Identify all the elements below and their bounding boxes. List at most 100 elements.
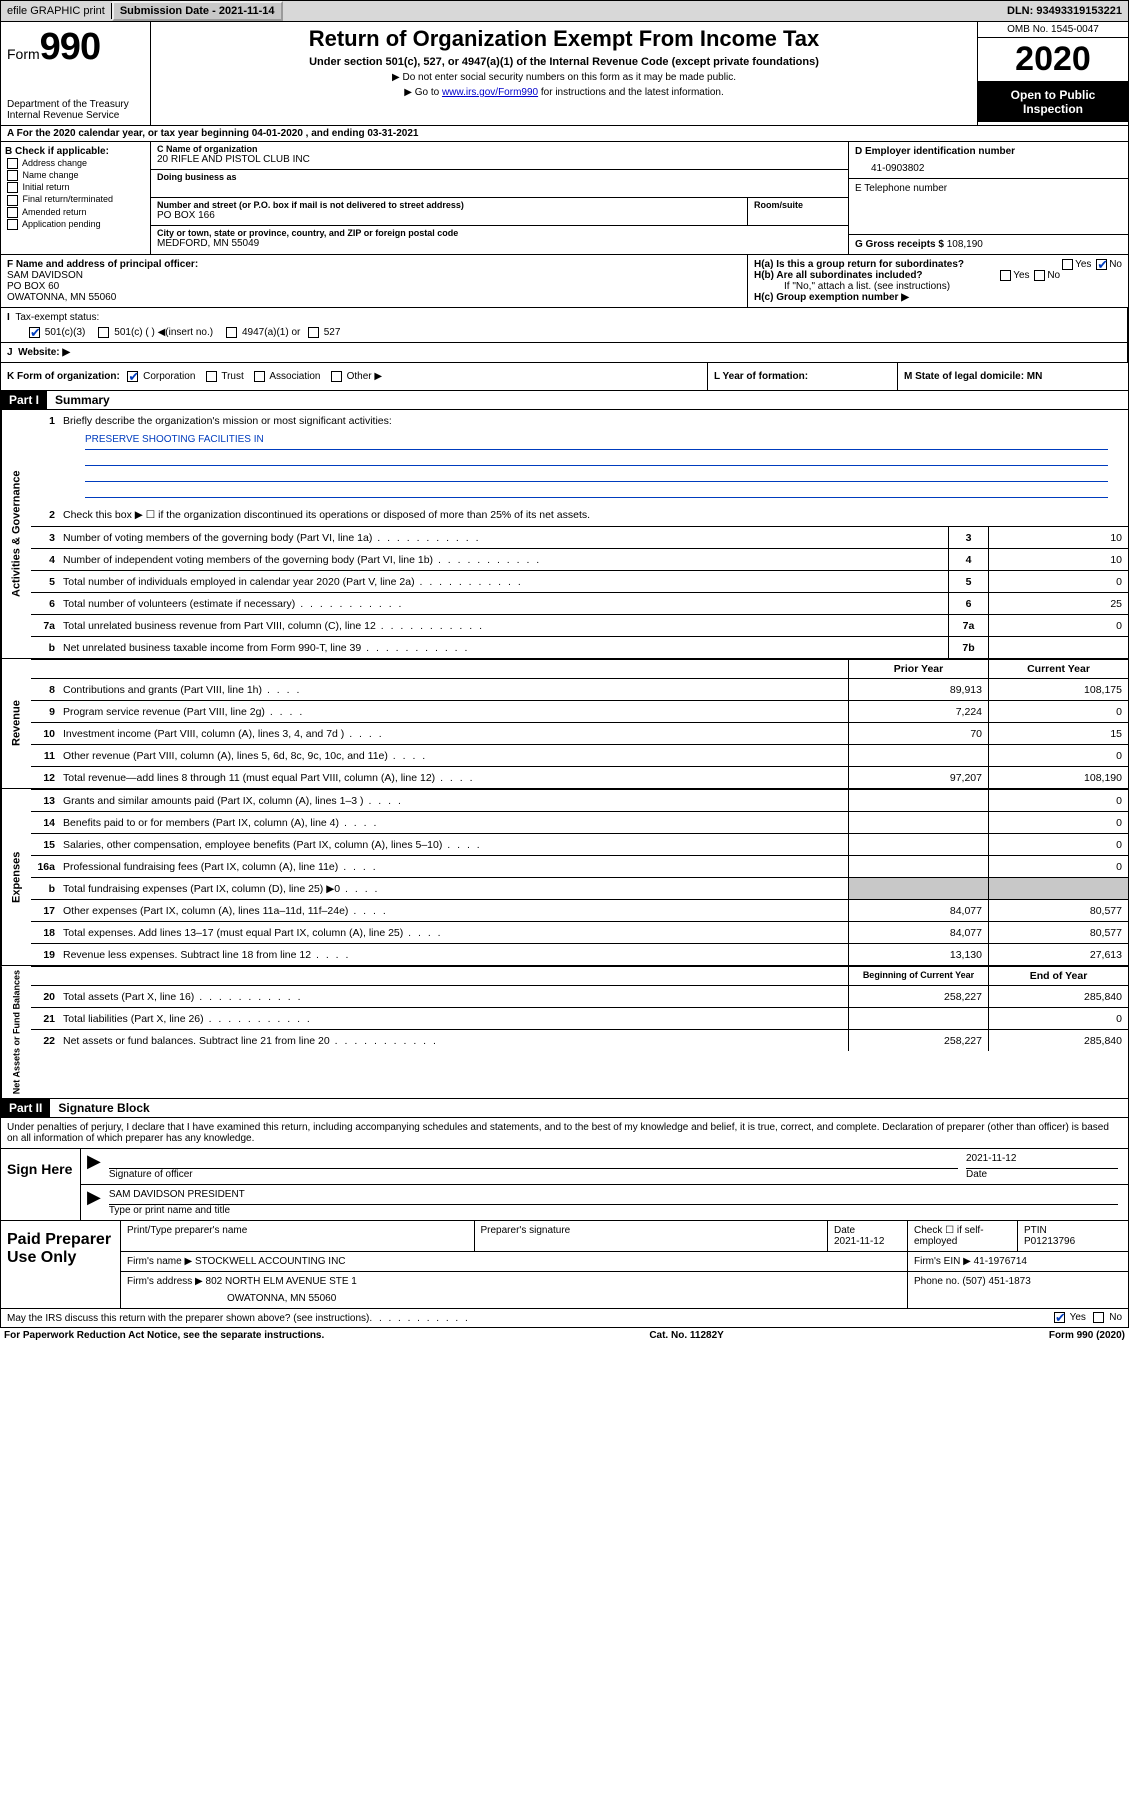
officer-cell: F Name and address of principal officer:… [1, 255, 748, 307]
cb-association[interactable] [254, 371, 265, 382]
cb-initial-return[interactable]: Initial return [5, 182, 146, 193]
cb-501c3[interactable] [29, 327, 40, 338]
declaration-text: Under penalties of perjury, I declare th… [0, 1118, 1129, 1149]
line-7a: 7aTotal unrelated business revenue from … [31, 614, 1128, 636]
cb-527[interactable] [308, 327, 319, 338]
street-value: PO BOX 166 [157, 210, 741, 221]
line-16a: 16aProfessional fundraising fees (Part I… [31, 855, 1128, 877]
tax-exempt-cell: I Tax-exempt status: 501(c)(3) 501(c) ( … [1, 308, 1128, 342]
org-name-label: C Name of organization [157, 144, 842, 154]
note-2-pre: Go to [415, 87, 442, 98]
form-subtitle: Under section 501(c), 527, or 4947(a)(1)… [161, 56, 967, 68]
part1-title: Summary [47, 391, 118, 409]
tel-cell: E Telephone number [849, 179, 1128, 235]
dln-value: 93493319153221 [1036, 5, 1122, 17]
cb-final-return[interactable]: Final return/terminated [5, 194, 146, 205]
room-label: Room/suite [754, 200, 842, 210]
row-i: I Tax-exempt status: 501(c)(3) 501(c) ( … [0, 308, 1129, 343]
discuss-row: May the IRS discuss this return with the… [0, 1309, 1129, 1327]
dba-cell: Doing business as [151, 170, 848, 198]
discuss-yes[interactable] [1054, 1312, 1065, 1323]
col-b-header: B Check if applicable: [5, 146, 146, 157]
hb-yes[interactable] [1000, 270, 1011, 281]
ha-yes[interactable] [1062, 259, 1073, 270]
hb-label: H(b) Are all subordinates included? [754, 270, 923, 281]
submission-date-label: Submission Date - [120, 5, 219, 17]
line-10: 10Investment income (Part VIII, column (… [31, 722, 1128, 744]
sig-name-label: Type or print name and title [109, 1205, 1118, 1216]
col-c: C Name of organization 20 RIFLE AND PIST… [151, 142, 848, 254]
section-expenses: Expenses 13Grants and similar amounts pa… [0, 789, 1129, 966]
line-21: 21Total liabilities (Part X, line 26)0 [31, 1007, 1128, 1029]
prep-ptin-cell: PTINP01213796 [1018, 1221, 1128, 1251]
part1-header: Part I Summary [0, 391, 1129, 410]
hb-note: If "No," attach a list. (see instruction… [754, 281, 1122, 292]
header-left: Form990 Department of the Treasury Inter… [1, 22, 151, 125]
mission-text: PRESERVE SHOOTING FACILITIES IN [85, 434, 1108, 450]
cb-trust[interactable] [206, 371, 217, 382]
form-number: Form990 [7, 26, 144, 69]
sig-row-2: ▶ SAM DAVIDSON PRESIDENT Type or print n… [81, 1185, 1128, 1220]
ein-value: 41-0903802 [855, 157, 1122, 174]
line-5: 5Total number of individuals employed in… [31, 570, 1128, 592]
tax-year: 2020 [978, 38, 1128, 82]
instructions-link[interactable]: www.irs.gov/Form990 [442, 87, 538, 98]
line-19: 19Revenue less expenses. Subtract line 1… [31, 943, 1128, 965]
footer-left: For Paperwork Reduction Act Notice, see … [4, 1330, 324, 1341]
cb-other[interactable] [331, 371, 342, 382]
opt-corp: Corporation [143, 371, 195, 382]
cb-amended[interactable]: Amended return [5, 207, 146, 218]
street-label: Number and street (or P.O. box if mail i… [157, 200, 741, 210]
sign-block: Sign Here ▶ Signature of officer 2021-11… [0, 1149, 1129, 1221]
part2-header: Part II Signature Block [0, 1099, 1129, 1118]
form-header: Form990 Department of the Treasury Inter… [0, 22, 1129, 126]
city-label: City or town, state or province, country… [157, 228, 842, 238]
dln: DLN: 93493319153221 [1001, 3, 1128, 19]
prep-left-label: Paid Preparer Use Only [1, 1221, 121, 1308]
expenses-body: 13Grants and similar amounts paid (Part … [31, 789, 1128, 965]
cb-application-pending[interactable]: Application pending [5, 219, 146, 230]
city-cell: City or town, state or province, country… [151, 226, 848, 254]
row-j: J Website: ▶ [0, 343, 1129, 363]
firm-phone: (507) 451-1873 [962, 1276, 1030, 1287]
cb-name-change[interactable]: Name change [5, 170, 146, 181]
gross-cell: G Gross receipts $ 108,190 [849, 235, 1128, 254]
cb-501c[interactable] [98, 327, 109, 338]
sign-here-label: Sign Here [1, 1149, 81, 1220]
line-b: bTotal fundraising expenses (Part IX, co… [31, 877, 1128, 899]
submission-date-button[interactable]: Submission Date - 2021-11-14 [112, 1, 283, 21]
mission-blank-3 [85, 482, 1108, 498]
ha-no[interactable] [1096, 259, 1107, 270]
side-revenue: Revenue [1, 659, 31, 788]
sig-arrow-icon: ▶ [87, 1151, 101, 1182]
cb-address-change-label: Address change [22, 158, 87, 168]
org-name-cell: C Name of organization 20 RIFLE AND PIST… [151, 142, 848, 170]
ein-label: D Employer identification number [855, 146, 1122, 157]
ein-cell: D Employer identification number 41-0903… [849, 142, 1128, 179]
firm-name-label: Firm's name ▶ [127, 1256, 192, 1267]
form-word: Form [7, 46, 40, 62]
form-title: Return of Organization Exempt From Incom… [161, 26, 967, 52]
discuss-no[interactable] [1093, 1312, 1104, 1323]
cb-4947[interactable] [226, 327, 237, 338]
dln-label: DLN: [1007, 5, 1036, 17]
side-expenses: Expenses [1, 789, 31, 965]
side-netassets: Net Assets or Fund Balances [1, 966, 31, 1098]
hb-no[interactable] [1034, 270, 1045, 281]
firm-ein: 41-1976714 [974, 1256, 1027, 1267]
sig-date: 2021-11-12 Date [962, 1151, 1122, 1182]
cb-corporation[interactable] [127, 371, 138, 382]
hc-row: H(c) Group exemption number ▶ [754, 292, 1122, 303]
row-a-text: For the 2020 calendar year, or tax year … [17, 128, 419, 139]
sign-right: ▶ Signature of officer 2021-11-12 Date ▶… [81, 1149, 1128, 1220]
irs-label: Internal Revenue Service [7, 110, 144, 121]
state-domicile: M State of legal domicile: MN [898, 363, 1128, 390]
line-20: 20Total assets (Part X, line 16)258,2272… [31, 985, 1128, 1007]
prep-block: Paid Preparer Use Only Print/Type prepar… [0, 1221, 1129, 1309]
prep-sig-header: Preparer's signature [475, 1221, 829, 1251]
form-org-cell: K Form of organization: Corporation Trus… [1, 363, 708, 390]
dba-label: Doing business as [157, 172, 842, 182]
tel-label: E Telephone number [855, 183, 1122, 194]
opt-4947: 4947(a)(1) or [242, 327, 300, 338]
cb-address-change[interactable]: Address change [5, 158, 146, 169]
